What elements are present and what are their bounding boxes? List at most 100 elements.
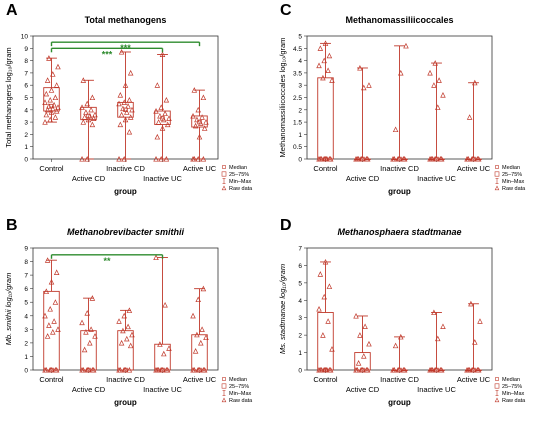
raw-data-point [79,104,85,110]
raw-data-point [470,156,477,162]
legend-median-swatch [222,377,226,381]
raw-data-point [85,367,92,373]
legend-iqr-swatch [494,383,500,389]
raw-data-point [325,67,331,73]
iqr-box [117,330,134,371]
box-4 [428,62,445,162]
raw-data-point [48,109,55,115]
x-category-label: Control [313,375,338,384]
panel-title: Methanomassiliicoccales [345,15,453,25]
y-tick-label: 2 [24,132,28,139]
raw-data-point [327,367,334,373]
y-tick-label: 2.5 [293,95,302,102]
raw-data-point [353,312,359,319]
raw-data-point [366,340,372,347]
raw-data-point [191,87,198,93]
raw-data-point [43,367,50,373]
raw-data-point [359,156,366,162]
x-category-label: Inactive CD [380,375,419,384]
raw-data-point [196,133,203,140]
raw-data-point [366,82,372,88]
raw-data-point [79,156,85,162]
raw-data-point [120,327,126,334]
raw-data-point [357,64,363,71]
box-5 [465,303,482,373]
x-category-label: Active UC [183,375,217,384]
y-axis-label: Methanomassiliicoccales log₁₀/gram [278,38,287,158]
raw-data-point [53,82,60,88]
y-tick-label: 4 [298,58,302,65]
y-tick-label: 1 [24,144,28,151]
raw-data-point [166,115,172,121]
raw-data-point [326,52,333,59]
raw-data-point [396,156,403,162]
raw-data-point [361,353,367,359]
raw-data-point [122,116,129,123]
raw-data-point [126,96,133,103]
y-tick-label: 1 [298,132,302,139]
x-category-label: Control [39,164,64,173]
raw-data-point [316,62,322,69]
raw-data-point [44,106,51,113]
box-3 [117,51,134,160]
legend-point-swatch [494,397,500,403]
raw-data-point [199,326,205,332]
raw-data-point [357,332,363,338]
raw-data-point [43,288,50,294]
raw-data-point [118,49,125,55]
raw-data-point [42,99,48,105]
raw-data-point [322,258,329,265]
raw-data-point [355,156,362,162]
raw-data-point [42,312,48,319]
legend-point-swatch [221,397,227,403]
raw-data-point [164,121,171,128]
y-tick-label: 7 [24,273,28,280]
raw-data-point [154,82,161,88]
raw-data-point [324,156,330,162]
raw-data-point [199,114,205,120]
median-marker [123,107,128,112]
legend-median-swatch [495,165,499,169]
raw-data-point [42,119,48,125]
raw-data-point [118,339,125,346]
raw-data-point [192,348,199,354]
raw-data-point [155,367,162,373]
raw-data-point [122,367,129,373]
raw-data-point [89,295,96,301]
legend-label: Raw data [229,398,253,404]
raw-data-point [47,96,53,103]
raw-data-point [47,116,53,123]
raw-data-point [201,367,208,373]
raw-data-point [475,367,482,373]
raw-data-point [50,105,56,112]
y-tick-label: 1 [298,350,302,357]
legend-label: Min–Max [502,179,525,185]
raw-data-point [153,254,159,261]
raw-data-point [81,114,88,120]
raw-data-point [466,367,473,373]
raw-data-point [55,63,61,70]
x-category-label: Active CD [346,385,380,394]
raw-data-point [50,71,56,77]
legend-point-swatch [221,185,227,191]
box-3 [391,45,408,162]
raw-data-point [80,119,87,125]
raw-data-point [116,156,122,162]
raw-data-point [55,104,61,110]
raw-data-point [44,333,51,339]
raw-data-point [117,367,124,373]
raw-data-point [161,116,167,123]
raw-data-point [126,307,133,313]
raw-data-point [472,339,478,345]
raw-data-point [92,333,98,339]
iqr-box [317,77,334,160]
y-tick-label: 0 [24,157,28,164]
raw-data-point [120,105,126,112]
y-tick-label: 6 [298,263,302,270]
raw-data-point [88,326,94,332]
x-category-label: Inactive CD [106,164,145,173]
legend-label: Min–Max [229,179,252,185]
y-tick-label: 9 [24,246,28,253]
